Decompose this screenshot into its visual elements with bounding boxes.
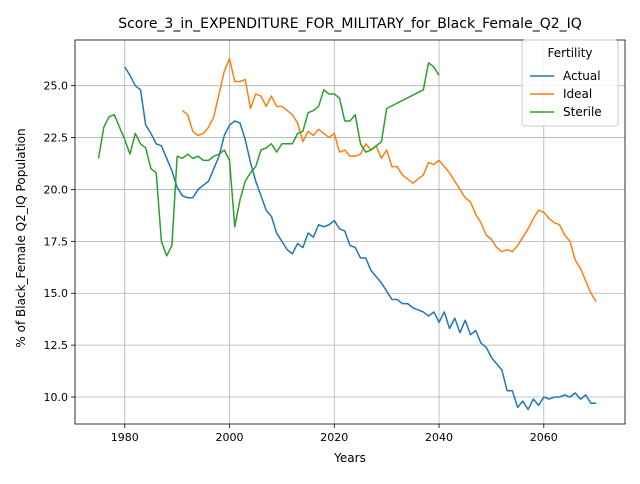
legend-title: Fertility [547,46,592,60]
y-axis-label: % of Black_Female Q2_IQ Population [14,128,28,347]
x-tick-label: 2000 [216,431,244,444]
y-tick-label: 20.0 [44,183,69,196]
x-axis-label: Years [333,451,366,465]
y-tick-label: 25.0 [44,80,69,93]
x-tick-label: 2020 [320,431,348,444]
legend: Fertility Actual Ideal Sterile [522,40,618,126]
y-tick-label: 17.5 [44,235,69,248]
y-tick-label: 15.0 [44,287,69,300]
y-tick-label: 10.0 [44,391,69,404]
x-tick-label: 2040 [425,431,453,444]
legend-entries: Actual Ideal Sterile [530,69,602,119]
legend-label-ideal: Ideal [563,87,592,101]
chart-title: Score_3_in_EXPENDITURE_FOR_MILITARY_for_… [118,16,582,32]
legend-label-sterile: Sterile [563,105,602,119]
legend-label-actual: Actual [563,69,601,83]
x-tick-label: 1980 [111,431,139,444]
x-tick-label: 2060 [530,431,558,444]
y-tick-label: 22.5 [44,132,69,145]
y-tick-label: 12.5 [44,339,69,352]
